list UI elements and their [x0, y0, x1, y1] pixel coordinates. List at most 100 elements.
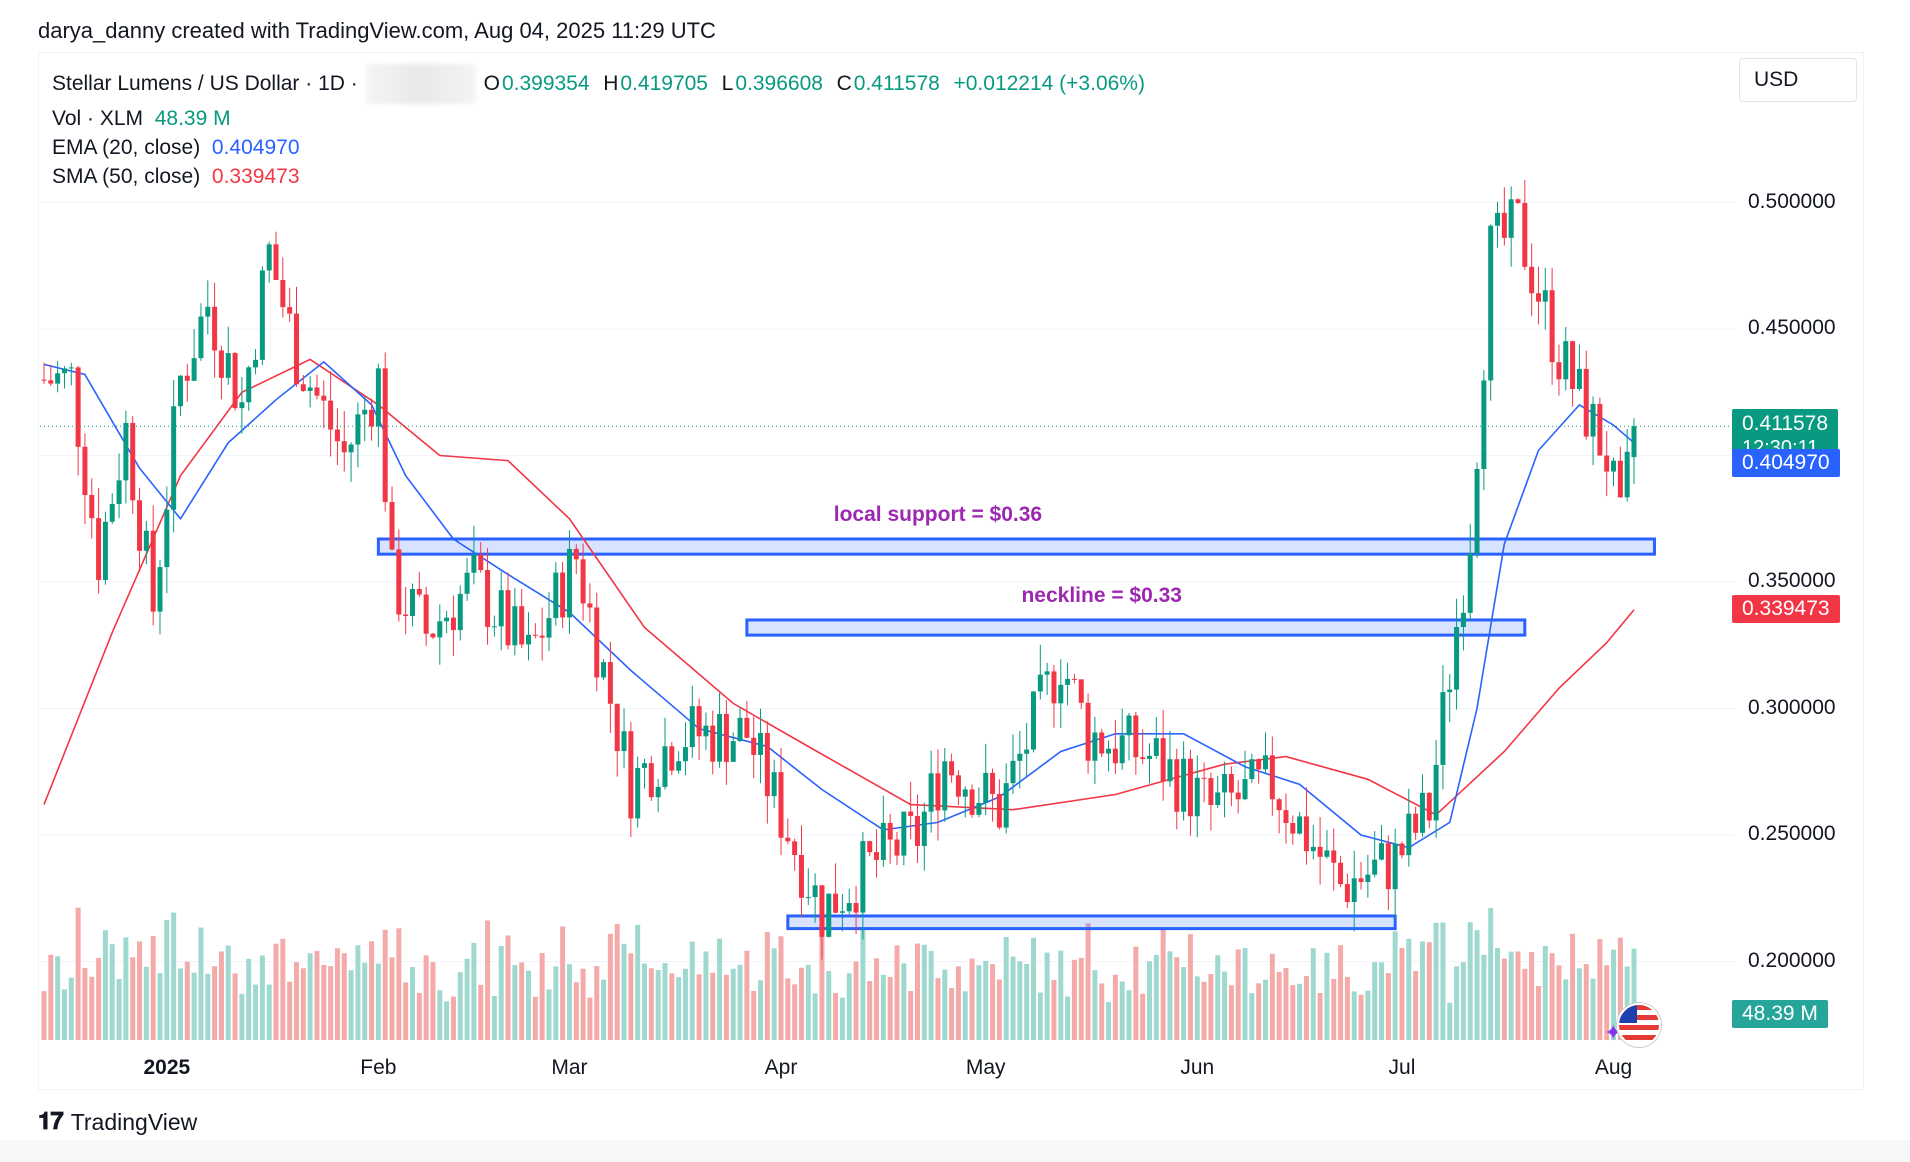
candle-body: [430, 633, 436, 638]
volume-bar: [1092, 970, 1098, 1040]
volume-bar: [1249, 993, 1255, 1040]
candle-body: [96, 518, 102, 581]
open-value: 0.399354: [501, 71, 590, 95]
candle-body: [819, 885, 825, 937]
volume-bar: [1051, 979, 1057, 1040]
us-flag-icon[interactable]: [1617, 1003, 1661, 1047]
support-annotation[interactable]: local support = $0.36: [833, 502, 1043, 526]
volume-bar: [450, 996, 456, 1040]
candle-body: [1535, 293, 1541, 302]
volume-bar: [225, 945, 231, 1040]
candle-body: [1263, 755, 1269, 770]
candle-body: [901, 811, 907, 856]
volume-bar: [1365, 990, 1371, 1040]
candle-body: [1617, 460, 1623, 498]
symbol-name[interactable]: Stellar Lumens / US Dollar · 1D ·: [52, 71, 358, 95]
volume-bar: [1153, 954, 1159, 1040]
volume-bar: [375, 963, 381, 1040]
volume-bar: [1290, 985, 1296, 1040]
candle-body: [403, 614, 409, 617]
volume-bar: [874, 958, 880, 1040]
volume-bar: [307, 953, 313, 1040]
volume-bar: [1017, 961, 1023, 1040]
volume-bar: [1358, 994, 1364, 1040]
volume-bar: [737, 964, 743, 1040]
candle-body: [839, 911, 845, 913]
volume-bar: [928, 951, 934, 1040]
volume-bar: [962, 991, 968, 1040]
volume-bar: [382, 929, 388, 1040]
candle-body: [703, 725, 709, 737]
sma-50-line: [43, 358, 1635, 816]
candle-body: [218, 350, 224, 378]
candle-body: [457, 593, 463, 631]
volume-bar: [839, 997, 845, 1040]
legend-sma-row[interactable]: SMA (50, close) 0.339473: [52, 162, 1147, 191]
chart-byline: darya_danny created with TradingView.com…: [38, 18, 716, 43]
volume-bar: [1624, 966, 1630, 1040]
candle-body: [61, 368, 67, 374]
candle-body: [662, 746, 668, 787]
legend-ema-row[interactable]: EMA (20, close) 0.404970: [52, 133, 1147, 162]
candle-body: [1351, 878, 1357, 903]
candle-body: [730, 741, 736, 762]
volume-bar: [1522, 968, 1528, 1040]
price-tick-label: 0.350000: [1748, 569, 1836, 592]
volume-bar: [314, 951, 320, 1040]
candle-body: [532, 634, 538, 636]
volume-bar: [61, 989, 67, 1040]
currency-selector[interactable]: USD: [1739, 58, 1857, 102]
candle-body: [1276, 799, 1282, 811]
candle-body: [1556, 362, 1562, 380]
candle-body: [826, 893, 832, 937]
candle-body: [921, 811, 927, 846]
volume-bar: [1071, 959, 1077, 1040]
volume-bar: [621, 943, 627, 1040]
volume-bar: [457, 972, 463, 1040]
candle-body: [880, 822, 886, 860]
candle-body: [1392, 843, 1398, 890]
candle-body: [669, 746, 675, 771]
volume-bar: [198, 927, 204, 1040]
candle-body: [1174, 759, 1180, 812]
volume-bar: [1406, 938, 1412, 1040]
volume-bar: [1058, 950, 1064, 1040]
volume-bar: [648, 968, 654, 1040]
volume-bar: [409, 967, 415, 1040]
volume-bar: [935, 978, 941, 1040]
volume-bar: [655, 970, 661, 1040]
candle-body: [1433, 764, 1439, 821]
candle-body: [1235, 792, 1241, 800]
volume-bar: [328, 966, 334, 1040]
candle-body: [860, 841, 866, 913]
volume-bar: [751, 990, 757, 1040]
change-value: +0.012214 (+3.06%): [953, 71, 1145, 95]
volume-bar: [259, 955, 265, 1040]
candle-body: [614, 703, 620, 752]
volume-bar: [1133, 946, 1139, 1040]
candle-body: [798, 854, 804, 898]
volume-bar: [1269, 953, 1275, 1040]
volume-bar: [334, 948, 340, 1040]
candle-body: [908, 811, 914, 816]
tradingview-footer[interactable]: 𝟏𝟕 TradingView: [38, 1108, 197, 1136]
legend-volume-row[interactable]: Vol · XLM 48.39 M: [52, 104, 1147, 133]
candle-body: [846, 903, 852, 912]
volume-bar: [1317, 993, 1323, 1040]
candle-body: [177, 375, 183, 407]
volume-bar: [1501, 958, 1507, 1040]
volume-bar: [184, 961, 190, 1040]
volume-bar: [669, 973, 675, 1040]
candle-body: [1508, 199, 1514, 238]
volume-bar: [798, 967, 804, 1040]
candle-body: [1126, 715, 1132, 736]
neckline-annotation[interactable]: neckline = $0.33: [1021, 583, 1182, 607]
price-tick-label: 0.450000: [1748, 316, 1836, 339]
candle-body: [314, 387, 320, 396]
candle-body: [1358, 878, 1364, 883]
candle-body: [1317, 846, 1323, 857]
candle-body: [935, 773, 941, 811]
volume-bar: [75, 907, 81, 1040]
volume-bar: [1256, 983, 1262, 1040]
